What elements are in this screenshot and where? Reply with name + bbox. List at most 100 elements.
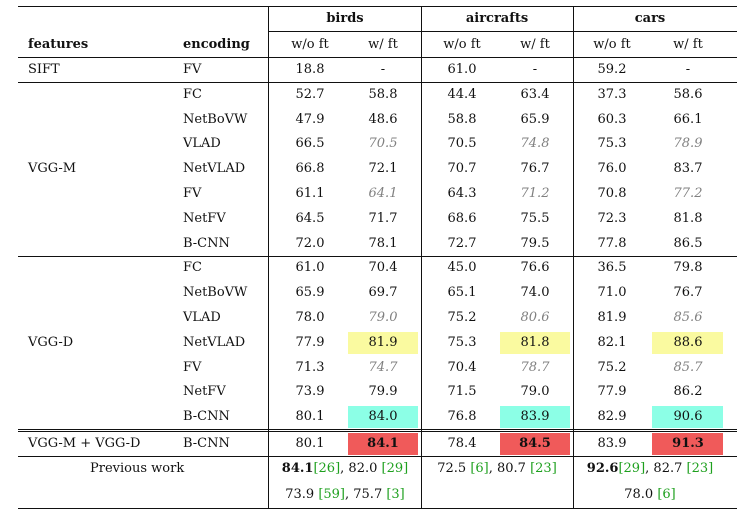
citation-link[interactable]: [6]	[470, 461, 489, 476]
table-cell: 78.0	[295, 310, 325, 325]
table-cell: 90.6	[673, 409, 703, 425]
table-cell: 80.1	[295, 409, 325, 425]
table-cell: 73.9	[295, 384, 325, 400]
column-group-cars: cars	[634, 11, 666, 26]
previous-work-cars-2: 78.0 [6]	[570, 482, 730, 507]
table-cell: 79.5	[520, 235, 550, 251]
highlight-yellow	[652, 331, 723, 354]
table-rule	[18, 456, 737, 457]
column-divider	[268, 6, 269, 509]
table-rule	[18, 508, 737, 509]
citation-link[interactable]: [3]	[386, 487, 405, 502]
highlight-yellow	[348, 331, 418, 354]
table-cell: 64.1	[368, 186, 398, 201]
table-cell: 58.6	[673, 86, 703, 102]
table-cell: 64.5	[295, 210, 325, 226]
encoding-label: VLAD	[183, 136, 221, 152]
table-cell: 76.8	[447, 409, 477, 425]
previous-work-value: , 80.7	[488, 461, 531, 476]
table-cell: 74.8	[520, 136, 550, 152]
table-cell: 85.6	[673, 310, 703, 325]
table-cell: 71.7	[368, 210, 398, 226]
previous-work-value: 78.0	[624, 487, 658, 502]
column-header-with-ft: w/ ft	[673, 37, 703, 52]
encoding-label: NetBoVW	[183, 111, 248, 127]
previous-work-birds-2: 73.9 [59], 75.7 [3]	[265, 482, 425, 507]
table-cell: 65.9	[295, 285, 325, 301]
citation-link[interactable]: [23]	[686, 461, 714, 476]
highlight-cyan	[652, 406, 723, 429]
table-cell: 88.6	[673, 334, 703, 350]
table-cell: 81.8	[673, 210, 703, 226]
previous-work-value: 73.9	[285, 487, 319, 502]
column-group-birds: birds	[326, 11, 364, 26]
table-cell: 70.4	[447, 359, 477, 375]
column-header-without-ft: w/o ft	[593, 37, 631, 52]
encoding-label: FV	[183, 186, 202, 201]
table-cell: 76.7	[673, 285, 703, 301]
table-cell: 65.1	[447, 285, 477, 301]
table-cell: 77.8	[597, 235, 627, 251]
table-rule	[268, 31, 737, 32]
table-cell: 75.3	[597, 136, 627, 152]
encoding-label: NetVLAD	[183, 161, 246, 177]
table-cell: 78.4	[447, 436, 477, 451]
table-cell: 79.9	[368, 384, 398, 400]
table-cell: 44.4	[447, 86, 477, 102]
table-cell: 61.1	[295, 186, 325, 201]
column-header-features: features	[28, 37, 89, 52]
column-header-without-ft: w/o ft	[291, 37, 329, 52]
table-cell: 78.9	[673, 136, 703, 152]
table-rule	[18, 431, 737, 432]
citation-link[interactable]: [6]	[657, 487, 676, 502]
table-cell: 85.7	[673, 359, 703, 375]
encoding-label: FV	[183, 359, 202, 375]
table-cell: 80.1	[295, 436, 325, 451]
table-cell: 79.0	[368, 310, 398, 325]
table-cell: 70.5	[447, 136, 477, 152]
table-rule	[18, 57, 737, 58]
column-header-with-ft: w/ ft	[368, 37, 398, 52]
citation-link[interactable]: [29]	[618, 461, 646, 476]
table-cell: 47.9	[295, 111, 325, 127]
table-rule	[18, 256, 737, 257]
table-cell: 69.7	[368, 285, 398, 301]
table-cell: 37.3	[597, 86, 627, 102]
column-header-encoding: encoding	[183, 37, 250, 52]
previous-work-value: , 75.7	[345, 487, 387, 502]
previous-work-value: 72.5	[437, 461, 471, 476]
table-cell: 58.8	[447, 111, 477, 127]
previous-work-value: 84.1	[281, 461, 314, 476]
citation-link[interactable]: [29]	[381, 461, 409, 476]
previous-work-aircrafts: 72.5 [6], 80.7 [23]	[417, 456, 577, 481]
table-cell: 58.8	[368, 86, 398, 102]
table-cell: 79.0	[520, 384, 550, 400]
table-cell: 91.3	[672, 436, 704, 451]
encoding-label: FV	[183, 62, 202, 77]
column-header-without-ft: w/o ft	[443, 37, 481, 52]
table-cell: 36.5	[597, 260, 627, 276]
table-cell: 75.3	[447, 334, 477, 350]
citation-link[interactable]: [59]	[318, 487, 345, 502]
table-cell: 66.1	[673, 111, 703, 127]
table-cell: 18.8	[295, 62, 325, 77]
citation-link[interactable]: [26]	[313, 461, 341, 476]
table-cell: 78.7	[520, 359, 550, 375]
table-cell: 70.4	[368, 260, 398, 276]
table-cell: 84.0	[368, 409, 398, 425]
table-cell: 66.8	[295, 161, 325, 177]
citation-link[interactable]: [23]	[530, 461, 557, 476]
table-rule	[18, 429, 737, 430]
column-divider	[573, 6, 574, 509]
table-cell: 70.7	[447, 161, 477, 177]
table-cell: 76.0	[597, 161, 627, 177]
feature-label: VGG-M	[28, 161, 77, 177]
highlight-cyan	[500, 406, 570, 429]
table-cell: 74.7	[368, 359, 398, 375]
table-cell: 81.9	[597, 310, 627, 325]
table-rule	[18, 82, 737, 83]
encoding-label: B-CNN	[183, 235, 230, 251]
table-cell: 72.7	[447, 235, 477, 251]
encoding-label: FC	[183, 260, 202, 276]
encoding-label: B-CNN	[183, 436, 230, 451]
